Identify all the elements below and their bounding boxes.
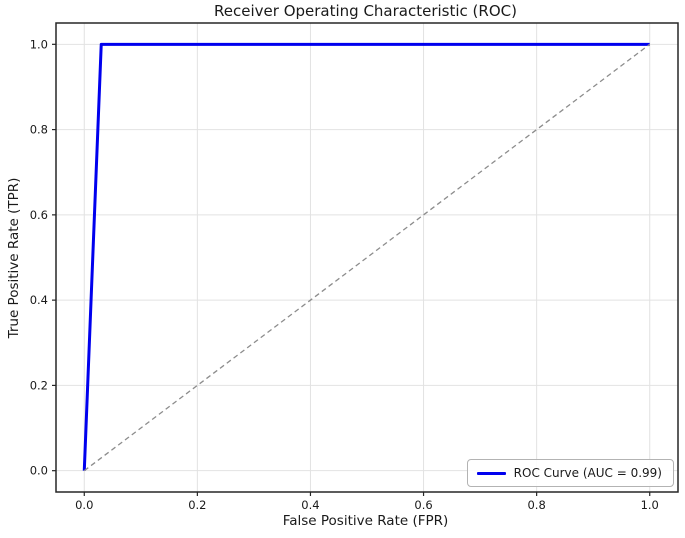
legend: ROC Curve (AUC = 0.99) bbox=[466, 459, 674, 487]
chance-diagonal-line bbox=[83, 43, 651, 472]
x-tick-label: 0.2 bbox=[188, 498, 206, 512]
chart-title: Receiver Operating Characteristic (ROC) bbox=[214, 2, 517, 20]
y-tick-label: 0.4 bbox=[30, 293, 48, 307]
y-tick-label: 0.2 bbox=[30, 378, 48, 392]
x-tick-label: 0.6 bbox=[414, 498, 432, 512]
x-axis-label: False Positive Rate (FPR) bbox=[282, 513, 449, 529]
y-tick-label: 1.0 bbox=[30, 37, 48, 51]
legend-label: ROC Curve (AUC = 0.99) bbox=[513, 466, 662, 480]
y-tick-label: 0.8 bbox=[30, 123, 48, 137]
x-tick-label: 0.4 bbox=[301, 498, 319, 512]
x-tick-label: 0.0 bbox=[75, 498, 93, 512]
x-tick-label: 1.0 bbox=[641, 498, 659, 512]
roc-curve-line bbox=[82, 42, 650, 471]
y-tick-label: 0.0 bbox=[30, 464, 48, 478]
x-tick-label: 0.8 bbox=[527, 498, 545, 512]
y-axis-label: True Positive Rate (TPR) bbox=[6, 177, 22, 339]
roc-curve-legend-line bbox=[476, 471, 506, 475]
axes-frame bbox=[55, 22, 679, 493]
y-tick-label: 0.6 bbox=[30, 208, 48, 222]
